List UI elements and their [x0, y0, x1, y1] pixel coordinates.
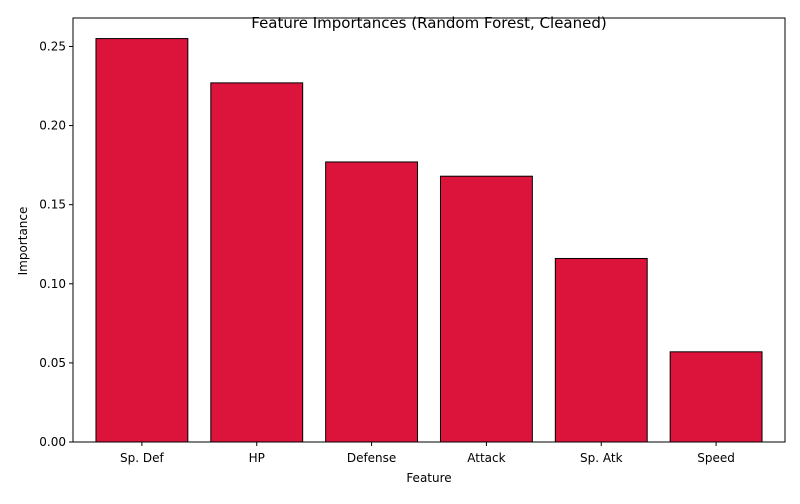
- y-tick-label: 0.10: [39, 277, 66, 291]
- plot-frame: [72, 17, 786, 443]
- y-axis: 0.00 0.05 0.10 0.15 0.20 0.25: [39, 39, 73, 449]
- chart-title: Feature Importances (Random Forest, Clea…: [251, 14, 606, 32]
- x-tick-label: Sp. Atk: [580, 451, 623, 465]
- x-tick-label: Speed: [697, 451, 735, 465]
- y-tick-label: 0.00: [39, 435, 66, 449]
- x-tick-label: Sp. Def: [120, 451, 164, 465]
- y-tick-label: 0.05: [39, 356, 66, 370]
- y-axis-label: Importance: [16, 207, 30, 276]
- x-axis-label: Feature: [406, 471, 451, 485]
- bar-defense: [325, 161, 419, 443]
- bar-hp: [210, 82, 304, 443]
- y-tick-label: 0.20: [39, 119, 66, 133]
- x-tick-label: Attack: [467, 451, 505, 465]
- x-tick-label: Defense: [347, 451, 396, 465]
- x-tick-label: HP: [249, 451, 265, 465]
- bar-speed: [669, 351, 763, 443]
- bar-sp-atk: [554, 257, 648, 443]
- x-axis: Sp. Def HP Defense Attack Sp. Atk Speed: [120, 442, 735, 465]
- bar-attack: [439, 175, 533, 443]
- y-tick-label: 0.25: [39, 39, 66, 53]
- bar-sp-def: [95, 38, 189, 443]
- y-tick-label: 0.15: [39, 198, 66, 212]
- plot-area: [95, 38, 763, 443]
